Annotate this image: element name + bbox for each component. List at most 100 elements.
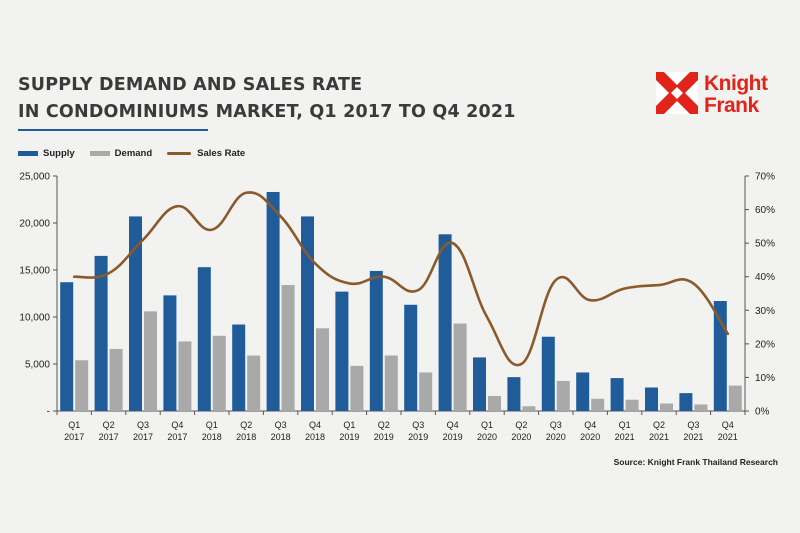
x-tick-label-year: 2017 (167, 432, 187, 442)
supply-bar (679, 393, 693, 411)
x-tick-label-year: 2021 (615, 432, 635, 442)
left-tick-label: 10,000 (19, 313, 50, 324)
demand-bar (384, 355, 398, 411)
right-tick-label: 10% (755, 373, 775, 384)
x-tick-label-quarter: Q3 (412, 420, 424, 430)
right-tick-label: 40% (755, 272, 775, 283)
combo-chart: - 5,000 10,000 15,000 20,000 25,000 0% 10% 20% 30… (19, 172, 775, 443)
x-tick-label-quarter: Q4 (584, 420, 596, 430)
right-tick-label: 0% (755, 407, 770, 418)
knight-frank-mark-icon (656, 72, 698, 114)
demand-bar (728, 385, 742, 411)
right-tick-label: 60% (755, 205, 775, 216)
left-tick-label: 20,000 (19, 219, 50, 230)
supply-bar (369, 270, 383, 411)
x-tick-label-year: 2020 (580, 432, 600, 442)
legend-supply-label: Supply (43, 148, 75, 159)
x-tick-label-year: 2018 (202, 432, 222, 442)
x-tick-label-quarter: Q3 (550, 420, 562, 430)
demand-bar (281, 285, 295, 411)
legend-demand-label: Demand (114, 148, 153, 159)
supply-bar (645, 387, 658, 411)
x-tick-label-quarter: Q2 (378, 420, 390, 430)
x-tick-label-year: 2018 (305, 432, 325, 442)
x-tick-label-quarter: Q1 (343, 420, 355, 430)
supply-bar (197, 267, 211, 411)
supply-bar (404, 304, 418, 411)
demand-bar (625, 399, 639, 411)
x-tick-label-year: 2018 (236, 432, 256, 442)
x-tick-label-quarter: Q1 (619, 420, 631, 430)
demand-bar (522, 406, 536, 411)
right-tick-label: 20% (755, 339, 775, 350)
demand-bar (178, 341, 192, 411)
legend-supply-swatch (18, 151, 38, 156)
x-tick-label-year: 2021 (683, 432, 703, 442)
demand-bar (212, 335, 226, 411)
title-underline (18, 129, 208, 131)
x-tick-label-year: 2021 (649, 432, 669, 442)
legend-demand-swatch (89, 151, 110, 156)
supply-bar (713, 301, 727, 411)
title-line-1: SUPPLY DEMAND AND SALES RATE (18, 75, 363, 95)
chart-legend: Supply Demand Sales Rate (18, 148, 260, 159)
demand-bar (453, 323, 467, 411)
demand-bar (109, 348, 123, 411)
x-tick-label-year: 2020 (546, 432, 566, 442)
supply-bar (129, 216, 142, 411)
x-tick-label-quarter: Q4 (171, 420, 183, 430)
demand-bar (694, 404, 708, 411)
x-tick-label-quarter: Q2 (240, 420, 252, 430)
supply-bar (576, 372, 590, 411)
x-tick-label-quarter: Q2 (515, 420, 527, 430)
logo-word-2: Frank (704, 94, 759, 117)
supply-bar (163, 295, 177, 411)
x-tick-label-year: 2017 (99, 432, 119, 442)
legend-demand: Demand (89, 148, 153, 159)
left-tick-label: - (47, 407, 50, 418)
x-tick-label-quarter: Q4 (309, 420, 321, 430)
x-tick-label-year: 2020 (511, 432, 531, 442)
left-tick-label: 15,000 (19, 266, 50, 277)
logo-word-1: Knight (704, 72, 768, 95)
supply-bar (541, 336, 555, 411)
supply-bar (266, 191, 280, 411)
right-tick-label: 50% (755, 239, 775, 250)
x-tick-label-quarter: Q2 (653, 420, 665, 430)
x-tick-label-year: 2020 (477, 432, 497, 442)
x-tick-label-quarter: Q1 (206, 420, 218, 430)
supply-bar (301, 216, 314, 411)
demand-bar (144, 311, 157, 411)
supply-bar (232, 324, 246, 411)
legend-sales-rate-label: Sales Rate (197, 148, 246, 159)
x-tick-label-quarter: Q1 (481, 420, 493, 430)
demand-bar (488, 395, 501, 411)
x-tick-label-year: 2021 (718, 432, 738, 442)
x-tick-label-year: 2019 (374, 432, 394, 442)
x-tick-label-year: 2017 (64, 432, 84, 442)
x-tick-label-quarter: Q2 (103, 420, 115, 430)
x-tick-label-year: 2019 (443, 432, 463, 442)
x-tick-label-quarter: Q3 (687, 420, 699, 430)
demand-bar (350, 365, 364, 411)
x-tick-label-year: 2019 (339, 432, 359, 442)
x-tick-label-year: 2019 (408, 432, 428, 442)
right-tick-label: 30% (755, 306, 775, 317)
demand-bar (75, 360, 89, 411)
supply-bar (473, 357, 486, 411)
legend-sales-rate-swatch (167, 152, 192, 155)
x-tick-label-year: 2017 (133, 432, 153, 442)
supply-bar (94, 255, 108, 411)
x-tick-label-year: 2018 (271, 432, 291, 442)
supply-bar (335, 291, 349, 411)
demand-bar (316, 328, 329, 411)
right-tick-label: 70% (755, 172, 775, 183)
x-tick-label-quarter: Q3 (275, 420, 287, 430)
left-tick-label: 25,000 (19, 172, 50, 183)
demand-bar (591, 398, 605, 411)
demand-bar (660, 403, 673, 411)
title-line-2: IN CONDOMINIUMS MARKET, Q1 2017 TO Q4 20… (18, 102, 516, 122)
x-tick-label-quarter: Q4 (447, 420, 459, 430)
x-tick-label-quarter: Q4 (722, 420, 734, 430)
demand-bar (247, 355, 261, 411)
